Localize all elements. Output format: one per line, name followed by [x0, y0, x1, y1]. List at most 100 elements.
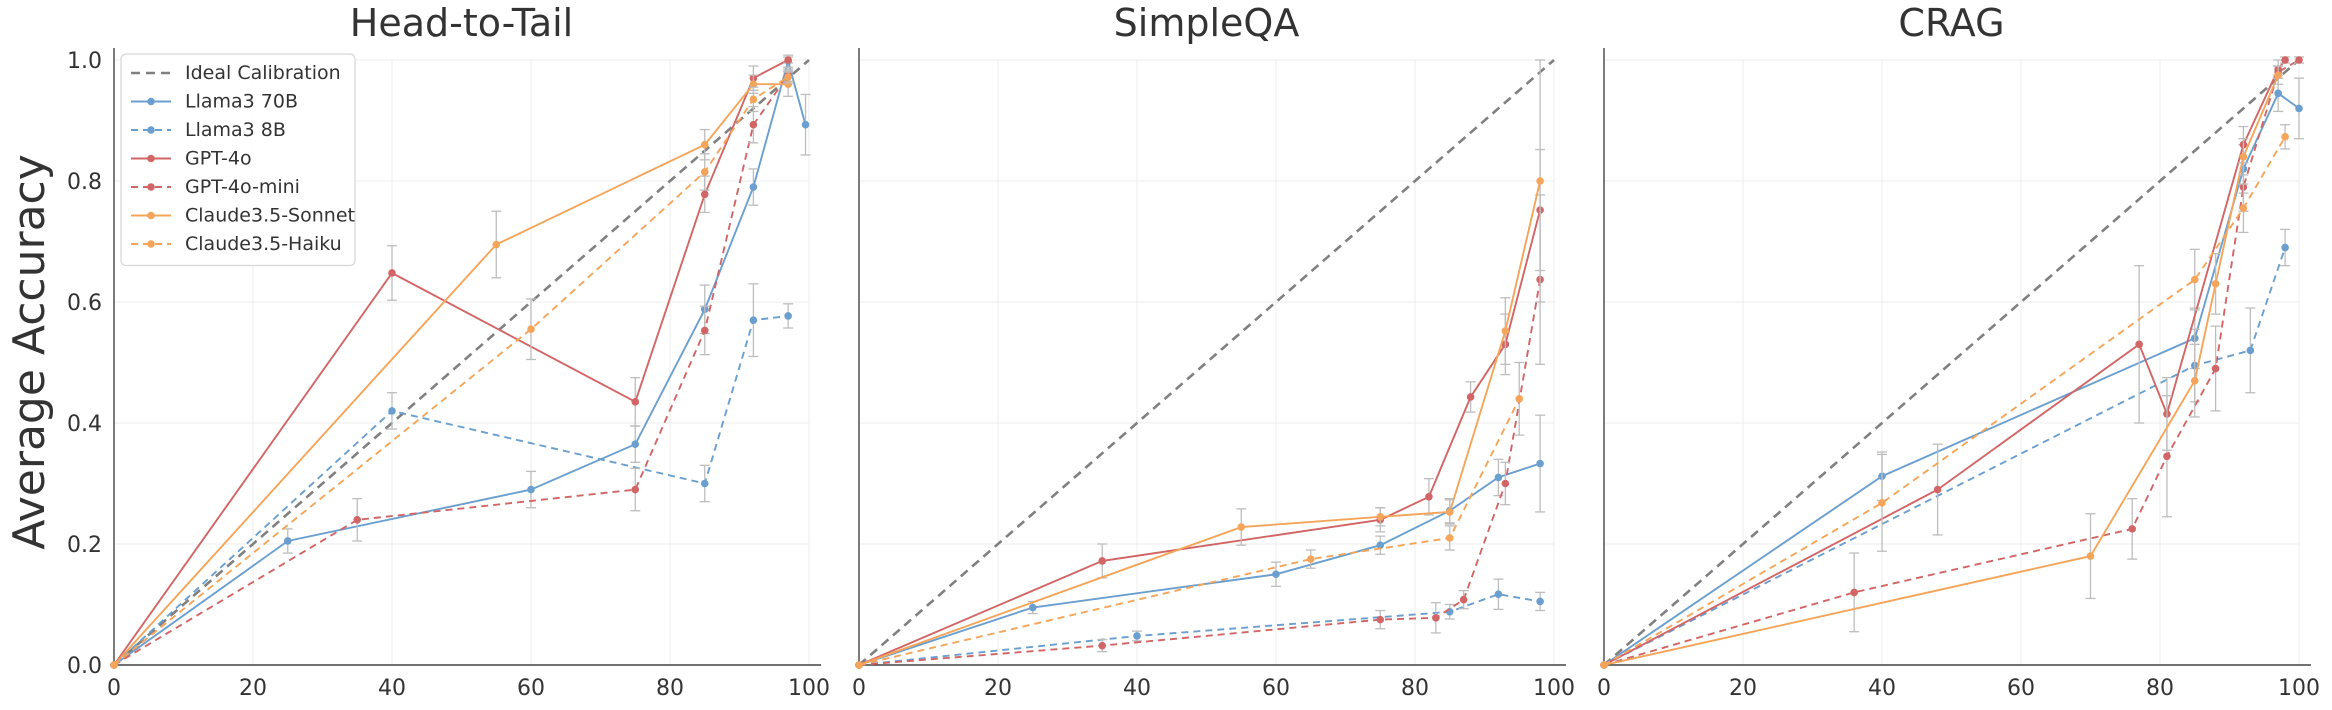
legend-label: Llama3 70B [185, 91, 298, 113]
series-gpt-4o [1600, 56, 2291, 669]
y-tick-label: 0.8 [67, 170, 102, 195]
data-point [749, 183, 758, 191]
data-point [1098, 557, 1107, 565]
x-tick-label: 100 [2278, 676, 2320, 701]
series-line [858, 59, 1555, 666]
panel-head-to-tail: Head-to-Tail 0 20 40 60 80 100 0.0 0.2 0.4 0.6 0.8 1… [67, 1, 830, 701]
data-point [631, 398, 640, 406]
series-line [113, 59, 789, 666]
x-tick-label: 60 [517, 676, 545, 701]
data-point [2163, 452, 2171, 461]
legend-item-llama3-70b: Llama3 70B [131, 91, 298, 113]
legend-label: GPT-4o-mini [185, 176, 300, 198]
panel-title: CRAG [1898, 1, 2004, 45]
series-line [113, 59, 810, 666]
series-line [858, 398, 1521, 666]
data-point [1445, 607, 1454, 616]
x-tick-label: 100 [788, 676, 830, 701]
data-point [749, 80, 758, 88]
data-point [749, 316, 758, 324]
data-point [110, 661, 118, 669]
panel-title: Head-to-Tail [350, 1, 573, 45]
data-point [2190, 275, 2199, 284]
data-point [1466, 393, 1475, 401]
series-claude3-5-haiku [1600, 124, 2291, 669]
legend-box [120, 53, 356, 267]
legend-marker [147, 154, 155, 163]
data-point [1028, 603, 1037, 612]
series-line [1603, 59, 2300, 666]
data-point [1376, 615, 1385, 624]
x-tick-label: 40 [378, 676, 406, 701]
series-ideal-calibration [858, 59, 1555, 666]
data-point [700, 479, 709, 488]
data-point [1878, 499, 1886, 507]
legend-label: Llama3 8B [185, 119, 286, 141]
legend-marker [147, 211, 155, 220]
legend: Ideal Calibration Llama3 70B Llama3 8B GPT-… [120, 53, 356, 267]
data-point [784, 56, 792, 64]
legend-item-ideal-calibration: Ideal Calibration [131, 62, 341, 84]
data-point [2211, 364, 2220, 373]
series-llama3-8b [110, 283, 794, 669]
series-claude3-5-sonnet [1600, 65, 2284, 669]
data-point [1501, 479, 1510, 488]
data-point [1376, 541, 1385, 550]
legend-item-gpt-4o: GPT-4o [131, 148, 252, 170]
x-tick-label: 0 [1597, 676, 1611, 701]
data-point [388, 407, 396, 415]
legend-item-llama3-8b: Llama3 8B [131, 119, 286, 141]
legend-label: GPT-4o [185, 148, 252, 170]
data-point [1501, 327, 1510, 335]
data-point [631, 440, 640, 448]
data-point [1459, 595, 1468, 604]
legend-label: Claude3.5-Haiku [185, 233, 342, 255]
data-point [1432, 614, 1440, 622]
y-tick-label: 0.2 [67, 533, 102, 558]
data-point [801, 120, 810, 129]
data-point [353, 516, 362, 524]
data-point [2281, 243, 2289, 252]
data-point [1536, 177, 1544, 185]
data-point [388, 269, 396, 277]
data-point [1445, 508, 1454, 516]
data-point [2246, 346, 2255, 355]
x-tick-label: 80 [1401, 676, 1429, 701]
panel-title: SimpleQA [1114, 1, 1300, 45]
data-point [2281, 56, 2289, 64]
data-point [784, 73, 792, 81]
data-point [700, 190, 709, 199]
data-point [1536, 597, 1544, 606]
series-line [858, 462, 1541, 666]
series-gpt-4o-mini [110, 68, 794, 669]
data-point [1536, 459, 1544, 468]
data-point [1494, 473, 1503, 482]
series-gpt-4o [855, 148, 1546, 669]
series-line [113, 74, 789, 666]
data-point [2274, 71, 2282, 79]
data-point [1850, 588, 1858, 597]
data-point [2295, 104, 2303, 113]
x-tick-label: 80 [2146, 676, 2174, 701]
series-llama3-8b [855, 578, 1546, 669]
data-point [1933, 485, 1942, 494]
series-line [1603, 59, 2300, 666]
legend-item-claude3-5-haiku: Claude3.5-Haiku [131, 233, 342, 255]
data-point [1376, 512, 1385, 521]
x-tick-label: 80 [656, 676, 684, 701]
data-point [1306, 555, 1315, 563]
legend-marker [147, 97, 155, 106]
legend-item-gpt-4o-mini: GPT-4o-mini [131, 176, 300, 198]
series-claude3-5-haiku [110, 70, 794, 669]
series-line [1603, 136, 2286, 666]
data-point [700, 140, 709, 149]
data-point [1445, 534, 1454, 542]
series-line [1603, 74, 2280, 666]
x-tick-label: 0 [107, 676, 121, 701]
data-point [855, 661, 863, 669]
x-tick-label: 40 [1123, 676, 1151, 701]
y-tick-label: 0.4 [67, 412, 102, 437]
y-tick-label: 0.0 [67, 654, 102, 679]
data-point [1515, 395, 1524, 403]
x-tick-label: 20 [1729, 676, 1757, 701]
